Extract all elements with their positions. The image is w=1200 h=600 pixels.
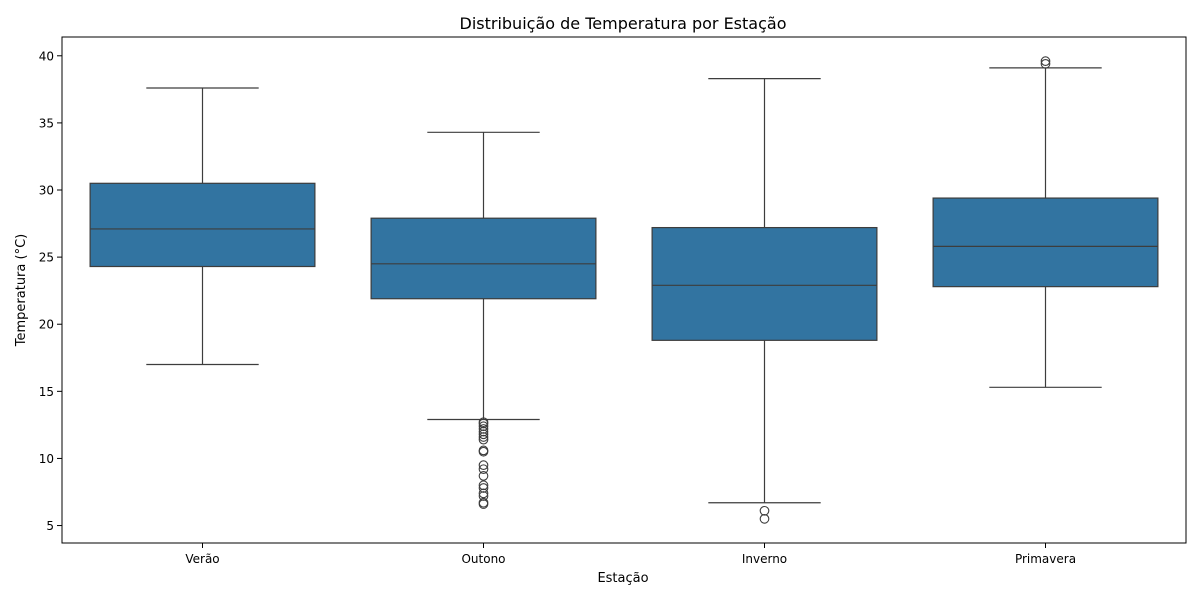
plot-frame (61, 36, 1187, 544)
outlier-point (759, 513, 770, 524)
outlier-point (478, 434, 489, 445)
y-tick-label: 15 (39, 385, 54, 399)
box-1 (89, 87, 316, 366)
outlier-point (478, 429, 489, 440)
iqr-box (932, 197, 1159, 288)
iqr-box (89, 182, 316, 268)
outlier-point (478, 499, 489, 509)
x-tick-label: Outono (461, 552, 505, 566)
outlier-point (478, 432, 489, 442)
y-tick-label: 20 (39, 318, 54, 332)
iqr-box (370, 217, 597, 300)
outlier-point (1040, 58, 1051, 69)
box-2 (370, 131, 597, 509)
outlier-point (759, 505, 770, 516)
y-tick-label: 30 (39, 184, 54, 198)
outlier-point (478, 446, 489, 457)
outlier-point (478, 460, 489, 471)
x-axis: Verão Outono Inverno Primavera (185, 543, 1076, 566)
chart-title: Distribuição de Temperatura por Estação (460, 14, 787, 33)
plot-area (89, 56, 1159, 524)
y-axis-label: Temperatura (°C) (14, 234, 29, 347)
y-tick-label: 5 (46, 519, 54, 533)
outlier-point (478, 471, 489, 481)
x-tick-label: Primavera (1015, 552, 1076, 566)
outlier-point (1040, 56, 1051, 67)
x-tick-label: Verão (185, 552, 219, 566)
y-tick-label: 40 (39, 49, 54, 63)
outlier-point (478, 464, 489, 475)
y-tick-label: 10 (39, 452, 54, 466)
outlier-point (478, 488, 489, 499)
box-3 (651, 78, 878, 524)
iqr-box (651, 226, 878, 341)
y-axis: 5 10 15 20 25 30 35 40 (39, 49, 62, 533)
box-4 (932, 56, 1159, 388)
x-tick-label: Inverno (742, 552, 787, 566)
y-tick-label: 35 (39, 116, 54, 130)
x-axis-label: Estação (597, 571, 648, 586)
y-tick-label: 25 (39, 251, 54, 265)
